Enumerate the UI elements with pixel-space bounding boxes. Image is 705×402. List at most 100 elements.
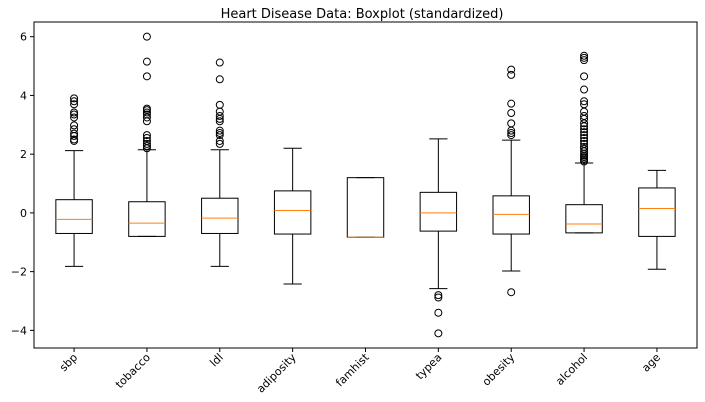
outlier-point [507,70,516,79]
outlier-point [580,125,589,134]
y-tick-label: 0 [20,207,27,220]
outlier-point [580,85,589,94]
outlier-point [142,139,151,148]
outlier-point [215,107,224,116]
outlier-point [142,72,151,81]
x-tick-label-tobacco: tobacco [113,351,153,391]
outlier-point [215,129,224,138]
outlier-point [215,139,224,148]
x-tick-label-obesity: obesity [480,351,518,389]
outlier-point [580,111,589,120]
x-axis: sbp tobacco ldl adiposity famhist typea obesit… [57,348,663,396]
outlier-point [70,113,79,122]
outlier-point [142,136,151,145]
x-tick-label-adiposity: adiposity [254,351,299,396]
outlier-point [580,131,589,140]
outlier-point [580,72,589,81]
outlier-point [580,136,589,145]
y-tick-label: 2 [20,148,27,161]
box-sbp [55,94,93,267]
outlier-point [507,288,516,297]
y-tick-label: −4 [11,324,27,337]
box-ldl [201,58,239,267]
plot-area-frame [33,21,698,349]
outlier-point [580,134,589,143]
outlier-point [142,108,151,117]
x-tick-label-age: age [639,351,663,375]
outlier-point [580,142,589,151]
outlier-point [580,100,589,109]
outlier-point [215,58,224,67]
outlier-point [580,97,589,106]
outlier-point [434,291,443,300]
y-axis: −4 −2 0 2 4 6 [11,31,34,337]
x-tick-label-ldl: ldl [207,351,225,369]
outlier-point [70,97,79,106]
box-typea [419,138,458,338]
outlier-point [142,57,151,66]
outlier-point [70,100,79,109]
outlier-point [215,100,224,109]
outlier-point [507,131,516,140]
outlier-point [434,293,443,302]
outlier-point [215,136,224,145]
box-adiposity [273,147,312,285]
outlier-point [70,121,79,130]
outlier-point [507,65,516,74]
outlier-point [580,144,589,153]
y-tick-label: 4 [20,89,27,102]
outlier-point [580,53,589,62]
box-age [638,169,676,270]
x-tick-label-famhist: famhist [333,350,372,389]
outlier-point [434,308,443,317]
box-alcohol [565,51,603,234]
outlier-point [142,141,151,150]
outlier-point [142,110,151,119]
iqr-box [492,195,530,235]
outlier-point [70,94,79,103]
box-obesity [492,65,530,297]
outlier-point [580,139,589,148]
outlier-point [434,329,443,338]
outlier-point [70,135,79,144]
outlier-point [215,75,224,84]
outlier-point [507,99,516,108]
iqr-box [55,199,93,234]
outlier-point [580,107,589,116]
y-tick-label: −2 [11,266,27,279]
outlier-point [142,134,151,143]
outlier-point [215,111,224,120]
iqr-box [128,201,166,237]
outlier-point [580,128,589,137]
outlier-point [142,131,151,140]
outlier-point [215,117,224,126]
outlier-point [70,125,79,134]
outlier-point [215,131,224,140]
chart-title: Heart Disease Data: Boxplot (standardize… [221,7,504,22]
iqr-box [201,197,239,234]
box-famhist [346,177,385,238]
boxes-layer [55,32,676,338]
outlier-point [70,108,79,117]
outlier-point [70,129,79,138]
iqr-box [638,187,676,237]
outlier-point [70,110,79,119]
x-tick-label-typea: typea [413,351,444,382]
iqr-box [419,191,458,232]
outlier-point [580,56,589,65]
outlier-point [215,126,224,135]
y-tick-label: 6 [20,31,27,44]
outlier-point [507,109,516,118]
outlier-point [580,51,589,60]
outlier-point [142,32,151,41]
outlier-point [142,104,151,113]
iqr-box [273,190,312,235]
x-tick-label-sbp: sbp [57,351,80,374]
iqr-box [346,177,385,238]
box-tobacco [128,32,166,237]
iqr-box [565,204,603,234]
outlier-point [507,119,516,128]
outlier-point [507,129,516,138]
x-tick-label-alcohol: alcohol [553,351,590,388]
